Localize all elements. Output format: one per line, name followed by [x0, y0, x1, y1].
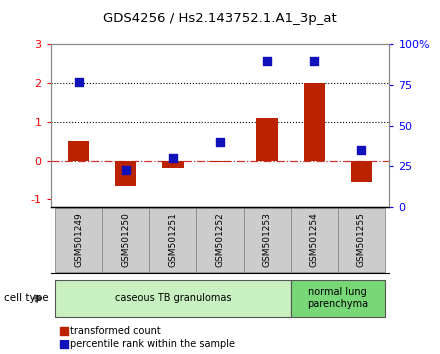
Bar [150, 208, 197, 272]
Point [61, 328, 68, 334]
Bar [162, 161, 183, 168]
Bar [55, 208, 103, 272]
Bar [243, 208, 290, 272]
Text: percentile rank within the sample: percentile rank within the sample [70, 339, 235, 349]
Bar [257, 118, 278, 161]
Point [122, 167, 129, 172]
Text: transformed count: transformed count [70, 326, 161, 336]
Text: cell type: cell type [4, 293, 49, 303]
Point [358, 147, 365, 153]
Text: GSM501250: GSM501250 [121, 212, 130, 267]
Text: normal lung
parenchyma: normal lung parenchyma [307, 287, 368, 309]
Text: GSM501249: GSM501249 [74, 212, 83, 267]
Text: GSM501254: GSM501254 [310, 212, 319, 267]
Text: GSM501251: GSM501251 [169, 212, 177, 267]
Bar [68, 141, 89, 161]
Point [311, 58, 318, 63]
Point [264, 58, 271, 63]
Bar [209, 161, 231, 162]
Text: GSM501255: GSM501255 [357, 212, 366, 267]
Bar [55, 280, 290, 316]
Point [216, 139, 224, 145]
Bar [337, 208, 385, 272]
Point [169, 155, 176, 161]
Bar [115, 161, 136, 186]
Bar [103, 208, 150, 272]
Text: GSM501253: GSM501253 [263, 212, 271, 267]
Bar [290, 280, 385, 316]
Bar [197, 208, 243, 272]
Bar [304, 83, 325, 161]
Text: GDS4256 / Hs2.143752.1.A1_3p_at: GDS4256 / Hs2.143752.1.A1_3p_at [103, 12, 337, 25]
Point [61, 342, 68, 347]
Text: GSM501252: GSM501252 [216, 212, 224, 267]
Bar [351, 161, 372, 182]
Point [75, 79, 82, 85]
Bar [290, 208, 337, 272]
Text: caseous TB granulomas: caseous TB granulomas [115, 293, 231, 303]
